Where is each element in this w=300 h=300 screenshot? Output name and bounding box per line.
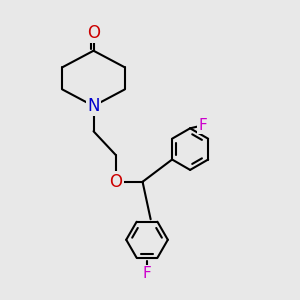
Text: O: O [109,173,122,191]
Text: O: O [87,24,100,42]
Text: F: F [198,118,207,133]
Text: N: N [87,97,100,115]
Text: F: F [143,266,152,281]
